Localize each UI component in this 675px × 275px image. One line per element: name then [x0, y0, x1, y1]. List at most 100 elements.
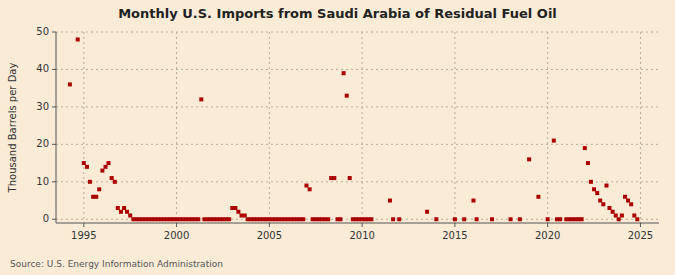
point	[583, 146, 587, 150]
point	[552, 139, 556, 143]
point	[116, 206, 120, 210]
point	[607, 206, 611, 210]
grid-line-y	[56, 106, 659, 107]
point	[623, 195, 627, 199]
point	[332, 176, 336, 180]
point	[462, 217, 466, 221]
point	[76, 37, 80, 41]
point	[425, 210, 429, 214]
point	[527, 157, 531, 161]
tick-label-x: 2005	[257, 230, 282, 241]
point	[301, 217, 305, 221]
point	[68, 82, 72, 86]
tick-x	[547, 223, 548, 227]
tick-y	[52, 106, 56, 107]
point	[604, 184, 608, 188]
point	[471, 199, 475, 203]
tick-label-x: 2010	[349, 230, 374, 241]
point	[338, 217, 342, 221]
point	[617, 217, 621, 221]
point	[104, 165, 108, 169]
point	[434, 217, 438, 221]
tick-y	[52, 219, 56, 220]
point	[94, 195, 98, 199]
tick-label-y: 20	[36, 138, 49, 149]
point	[453, 217, 457, 221]
point	[128, 214, 132, 218]
point	[342, 71, 346, 75]
tick-y	[52, 32, 56, 33]
point	[233, 206, 237, 210]
point	[518, 217, 522, 221]
point	[308, 187, 312, 191]
point	[580, 217, 584, 221]
point	[227, 217, 231, 221]
tick-label-y: 50	[36, 26, 49, 37]
tick-y	[52, 181, 56, 182]
point	[595, 191, 599, 195]
grid-line-x	[83, 32, 84, 223]
tick-label-x: 2025	[628, 230, 653, 241]
point	[113, 180, 117, 184]
grid-line-y	[56, 32, 659, 33]
tick-y	[52, 69, 56, 70]
point	[558, 217, 562, 221]
tick-x	[454, 223, 455, 227]
point	[304, 184, 308, 188]
point	[632, 214, 636, 218]
tick-label-y: 0	[43, 213, 49, 224]
title: Monthly U.S. Imports from Saudi Arabia o…	[118, 6, 557, 21]
point	[345, 94, 349, 98]
tick-label-x: 2015	[442, 230, 467, 241]
point	[100, 169, 104, 173]
point	[391, 217, 395, 221]
chart: 010203040501995200020052010201520202025M…	[0, 0, 675, 275]
tick-x	[176, 223, 177, 227]
tick-label-x: 1995	[71, 230, 96, 241]
grid-line-y	[56, 69, 659, 70]
point	[536, 195, 540, 199]
point	[598, 199, 602, 203]
point	[348, 176, 352, 180]
point	[635, 217, 639, 221]
tick-x	[269, 223, 270, 227]
point	[97, 187, 101, 191]
point	[475, 217, 479, 221]
tick-y	[52, 144, 56, 145]
tick-label-y: 10	[36, 176, 49, 187]
point	[546, 217, 550, 221]
annotation: Source: U.S. Energy Information Administ…	[10, 259, 223, 269]
tick-label-x: 2000	[164, 230, 189, 241]
tick-label-y: 40	[36, 63, 49, 74]
grid	[56, 32, 659, 223]
point	[369, 217, 373, 221]
point	[85, 165, 89, 169]
axis-x	[56, 223, 659, 224]
point	[601, 202, 605, 206]
point	[592, 187, 596, 191]
point	[110, 176, 114, 180]
point	[611, 210, 615, 214]
point	[614, 214, 618, 218]
tick-x	[640, 223, 641, 227]
grid-line-x	[547, 32, 548, 223]
point	[509, 217, 513, 221]
point	[490, 217, 494, 221]
point	[236, 210, 240, 214]
point	[107, 161, 111, 165]
axis-y	[56, 32, 57, 223]
point	[629, 202, 633, 206]
grid-line-y	[56, 144, 659, 145]
point	[388, 199, 392, 203]
grid-line-x	[454, 32, 455, 223]
background	[0, 0, 675, 275]
tick-x	[362, 223, 363, 227]
point	[122, 206, 126, 210]
grid-line-x	[269, 32, 270, 223]
point	[243, 214, 247, 218]
point	[88, 180, 92, 184]
tick-label-y: 30	[36, 101, 49, 112]
point	[196, 217, 200, 221]
point	[199, 97, 203, 101]
point	[119, 210, 123, 214]
